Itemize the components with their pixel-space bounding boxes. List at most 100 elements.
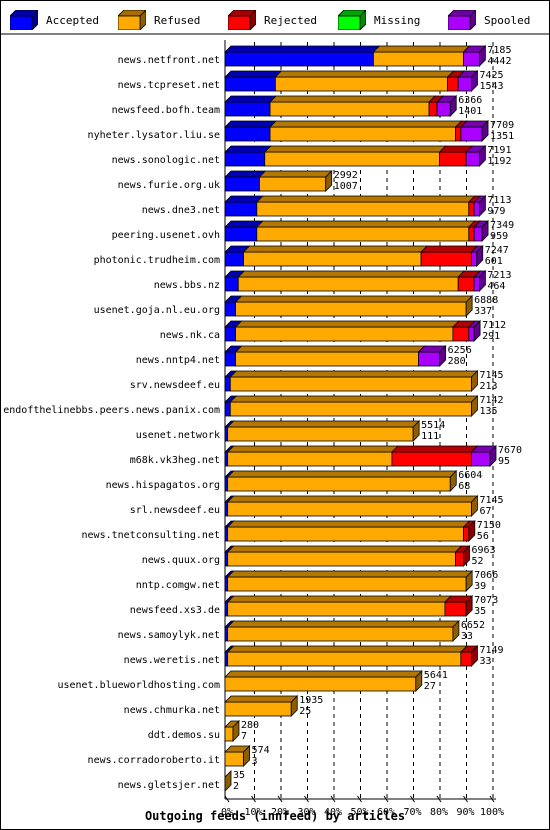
value-label-accepted: 601 [485,256,503,267]
category-label: srv.newsdeef.eu [130,380,220,391]
legend-label-spooled: Spooled [484,13,531,27]
bar-side [290,695,298,717]
bar-segment-spooled [471,451,491,467]
bar-segment-top [226,495,479,503]
value-label-total: 7247 [485,245,509,256]
bar-segment-rejected [468,201,475,217]
category-label: newsfeed.bofh.team [112,105,220,116]
value-label-total: 7112 [482,320,506,331]
category-label: peering.usenet.ovh [112,230,220,241]
value-label-total: 7213 [487,270,511,281]
value-label-accepted: 291 [482,331,500,342]
category-label: news.furie.org.uk [118,180,220,191]
bar-side [468,520,476,542]
bar-side [243,745,250,767]
chart-title: Outgoing feeds (innfeed) by articles [144,809,406,823]
x-tick-label: 10% [244,807,262,818]
bar-segment-top [224,220,264,228]
legend-item-rejected: Rejected [227,8,317,32]
bar-side [224,770,232,792]
bar-segment-refused [269,101,430,117]
value-label-total: 7425 [479,70,503,81]
x-tick-label: 60% [377,807,395,818]
value-label-total: 7145 [479,370,503,381]
bar-segment-refused [227,501,472,517]
bar-segment-top [226,620,460,628]
bar-side [232,720,240,742]
legend-swatch-shape [337,9,367,31]
value-label-total: 574 [252,745,270,756]
value-label-accepted: 111 [421,431,439,442]
x-tick-mark [224,795,230,803]
bar-segment-top [226,420,421,428]
bar-side [471,395,478,417]
bar-segment-top [224,170,267,178]
bar-side [449,470,457,492]
bar-segment-top [224,70,283,78]
category-label: news.sonologic.net [112,155,220,166]
bar-side [489,445,497,467]
bar-segment-refused [227,626,454,642]
x-tick-mark [251,795,256,803]
bar-segment-spooled [457,76,472,92]
bar-segment-top [234,295,474,303]
value-label-total: 7149 [479,645,503,656]
category-label: news.bbs.nz [154,280,220,291]
bar-segment-refused [269,126,456,142]
category-label: news.hispagatos.org [106,480,220,491]
bar-segment-top [234,320,460,328]
bar-segment-top [420,245,479,253]
bar-segment-top [226,470,458,478]
legend-label-rejected: Rejected [264,13,317,27]
bar-side [465,295,473,317]
bar-segment-refused [264,151,441,167]
value-label-total: 7113 [487,195,511,206]
x-tick-mark [277,795,283,803]
x-tick-mark [304,795,309,803]
bar-segment-refused [274,76,449,92]
bar-side [471,645,478,667]
value-label-accepted: 464 [487,281,505,292]
bar-segment-refused [227,601,446,617]
value-label-accepted: 52 [472,556,484,567]
value-label-accepted: 27 [424,681,436,692]
value-label-total: 7670 [498,445,522,456]
bar-segment-accepted [224,76,276,92]
value-label-total: 5514 [421,420,445,431]
bar-segment-rejected [447,76,459,92]
bar-segment-top [237,270,466,278]
bar-segment-accepted [224,401,231,417]
x-tick-label: 90% [456,807,474,818]
value-label-accepted: 33 [461,631,473,642]
bar-segment-top [372,45,471,53]
legend-item-refused: Refused [117,8,201,32]
x-tick-mark [357,795,362,803]
bar-segment-rejected [439,151,467,167]
bar-segment-accepted [224,51,374,67]
bar-segment-spooled [436,101,451,117]
category-label: photonic.trudheim.com [94,255,220,266]
bar-side [325,170,333,192]
bar-segment-spooled [471,251,478,267]
bar-segment-rejected [420,251,472,267]
bar-segment-spooled [463,51,480,67]
bar-segment-refused [256,201,470,217]
x-tick-mark [436,795,442,803]
bar-segment-top [269,95,437,103]
bar-segment-top [224,145,272,153]
legend-swatch-rejected [227,9,257,31]
legend-label-refused: Refused [154,13,201,27]
value-label-total: 35 [233,770,245,781]
x-tick-label: 100% [480,807,504,818]
bar-segment-rejected [468,226,475,242]
category-label: news.netfront.net [118,55,220,66]
value-label-total: 7185 [487,45,511,56]
bar-side [471,495,478,517]
value-label-total: 7145 [479,495,503,506]
category-label: nyheter.lysator.liu.se [88,130,220,141]
category-label: news.tnetconsulting.net [82,530,220,541]
value-label-total: 1935 [299,695,323,706]
bar-segment-top [224,670,423,678]
bar-segment-refused [243,251,422,267]
value-label-total: 7150 [477,520,501,531]
